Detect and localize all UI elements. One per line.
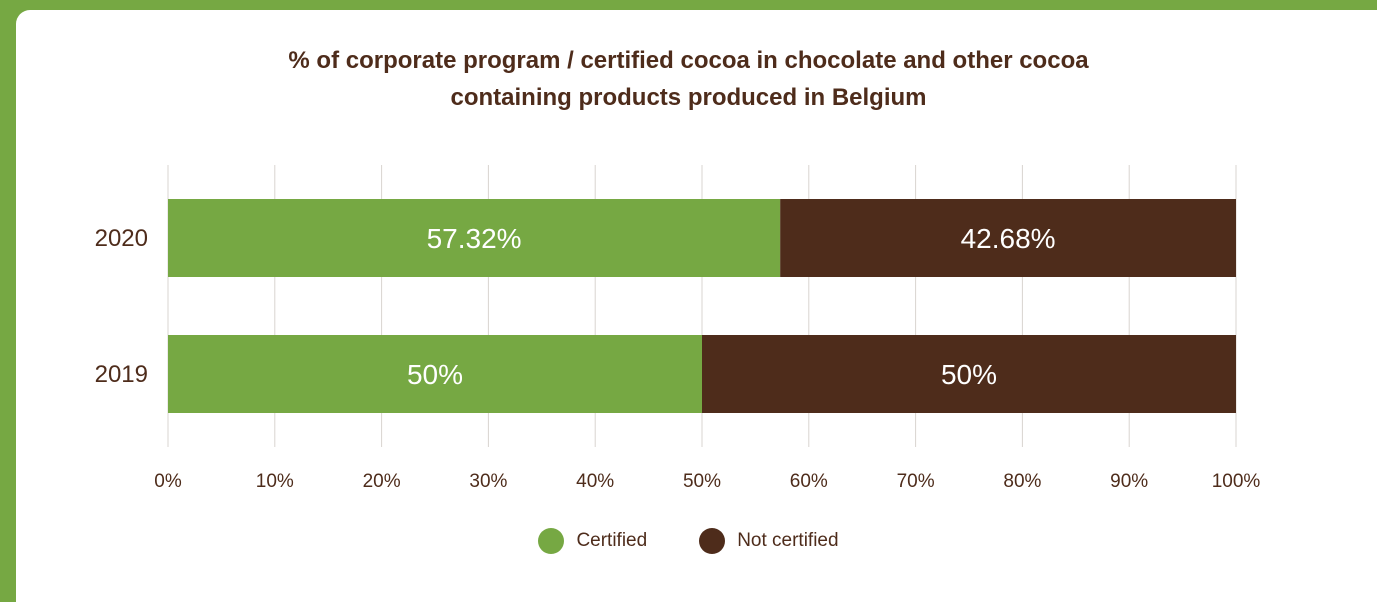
x-tick-label: 90% xyxy=(1110,471,1148,492)
x-tick-label: 40% xyxy=(576,471,614,492)
bar-data-label: 50% xyxy=(941,359,997,390)
bar-data-label: 42.68% xyxy=(961,223,1056,254)
x-tick-label: 50% xyxy=(683,471,721,492)
legend-item-not-certified: Not certified xyxy=(699,528,839,554)
chart-card xyxy=(16,10,1377,602)
x-tick-label: 80% xyxy=(1003,471,1041,492)
legend-swatch-certified xyxy=(538,528,565,554)
bar-segment xyxy=(168,199,781,277)
chart-legend: Certified Not certified xyxy=(0,528,1377,554)
legend-item-certified: Certified xyxy=(538,528,647,554)
x-tick-label: 100% xyxy=(1212,471,1261,492)
x-tick-label: 10% xyxy=(256,471,294,492)
x-tick-label: 0% xyxy=(154,471,182,492)
legend-swatch-not-certified xyxy=(699,528,726,554)
bar-segment xyxy=(780,199,1236,277)
x-tick-label: 60% xyxy=(790,471,828,492)
x-tick-label: 70% xyxy=(897,471,935,492)
bar-data-label: 50% xyxy=(407,359,463,390)
chart-title-line-1: % of corporate program / certified cocoa… xyxy=(288,47,1089,74)
bar-segment xyxy=(702,335,1236,413)
legend-label-certified: Certified xyxy=(576,530,648,551)
bar-data-label: 57.32% xyxy=(427,223,522,254)
y-category-label: 2019 xyxy=(95,361,148,388)
y-category-label: 2020 xyxy=(95,225,148,252)
chart-title-line-2: containing products produced in Belgium xyxy=(450,84,927,111)
x-tick-label: 30% xyxy=(469,471,507,492)
bar-segment xyxy=(168,335,702,413)
legend-label-not-certified: Not certified xyxy=(737,530,839,551)
x-tick-label: 20% xyxy=(363,471,401,492)
